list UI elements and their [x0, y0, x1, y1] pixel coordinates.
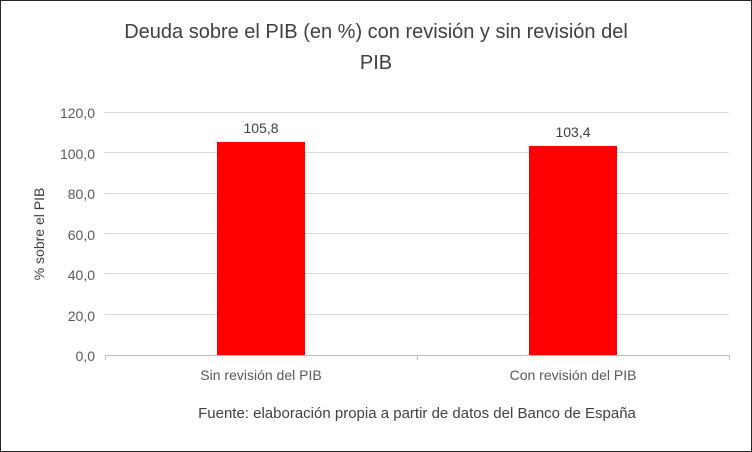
gridline — [105, 273, 729, 275]
y-tick-label: 100,0 — [59, 145, 95, 162]
source-note: Fuente: elaboración propia a partir de d… — [198, 405, 636, 422]
gridline — [105, 313, 729, 315]
y-tick-label: 80,0 — [67, 186, 95, 203]
x-axis-tick — [105, 355, 106, 360]
y-tick-label: 120,0 — [59, 105, 95, 121]
y-axis-title: % sobre el PIB — [31, 187, 47, 281]
data-label: 105,8 — [243, 119, 279, 136]
x-category-label: Sin revisión del PIB — [200, 367, 322, 383]
y-tick-label: 20,0 — [67, 307, 95, 324]
gridline — [105, 192, 729, 194]
x-axis-tick — [417, 355, 418, 360]
x-category-label: Con revisión del PIB — [509, 367, 637, 383]
bar-1 — [217, 141, 305, 355]
x-axis-tick — [729, 355, 730, 360]
chart-title: Deuda sobre el PIB (en %) con revisión y… — [124, 21, 628, 74]
plot-area: 105,8 103,4 — [105, 112, 730, 360]
data-label: 103,4 — [555, 124, 591, 141]
y-tick-label: 60,0 — [67, 226, 95, 243]
x-axis-labels: Sin revisión del PIB Con revisión del PIB — [105, 367, 729, 383]
gridline — [105, 152, 729, 154]
y-tick-label: 40,0 — [67, 267, 95, 284]
gridline — [105, 233, 729, 234]
bar-2 — [529, 146, 617, 355]
y-tick-label: 0,0 — [75, 348, 95, 364]
gridline — [105, 112, 729, 113]
y-axis-ticks: 0,0 20,0 40,0 60,0 80,0 100,0 120,0 — [49, 105, 101, 364]
